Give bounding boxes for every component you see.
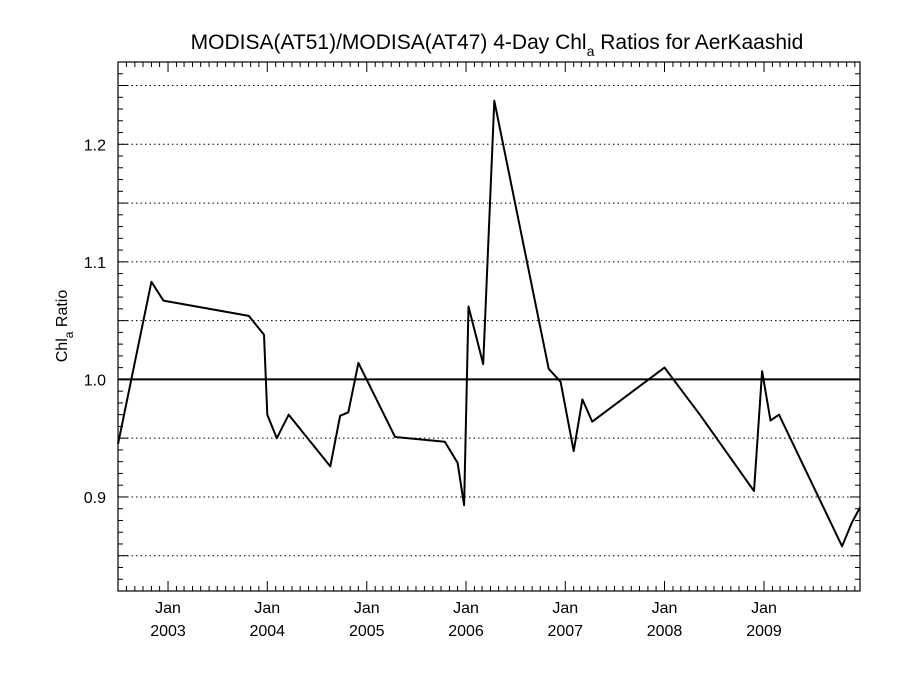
x-tick-label-month: Jan [652,600,678,617]
x-tick-label-year: 2006 [448,623,484,640]
x-tick-label-month: Jan [453,600,479,617]
x-tick-label-month: Jan [552,600,578,617]
x-tick-label-year: 2007 [547,623,583,640]
y-tick-label: 1.1 [84,255,106,272]
x-tick-label-month: Jan [155,600,181,617]
y-tick-labels: 0.9 1.0 1.1 1.2 [84,137,106,507]
x-tick-label-year: 2008 [647,623,683,640]
x-tick-label-year: 2009 [746,623,782,640]
x-tick-label-year: 2005 [349,623,385,640]
y-tick-label: 1.2 [84,137,106,154]
x-tick-label-month: Jan [254,600,280,617]
x-tick-label-month: Jan [751,600,777,617]
x-tick-label-year: 2004 [249,623,285,640]
y-tick-label: 0.9 [84,490,106,507]
axis-ticks [117,61,860,592]
series [117,99,861,548]
x-tick-labels: Jan 2003 Jan 2004 Jan 2005 Jan 2006 Jan 2007 Jan 20… [150,600,782,640]
y-tick-label: 1.0 [84,372,106,389]
y-axis-label: Chla Ratio [54,290,76,363]
x-tick-label-year: 2003 [150,623,186,640]
x-tick-label-month: Jan [354,600,380,617]
series-line [117,99,861,548]
plot-frame [117,61,861,592]
chart-title: MODISA(AT51)/MODISA(AT47) 4-Day Chla Rat… [191,31,804,59]
